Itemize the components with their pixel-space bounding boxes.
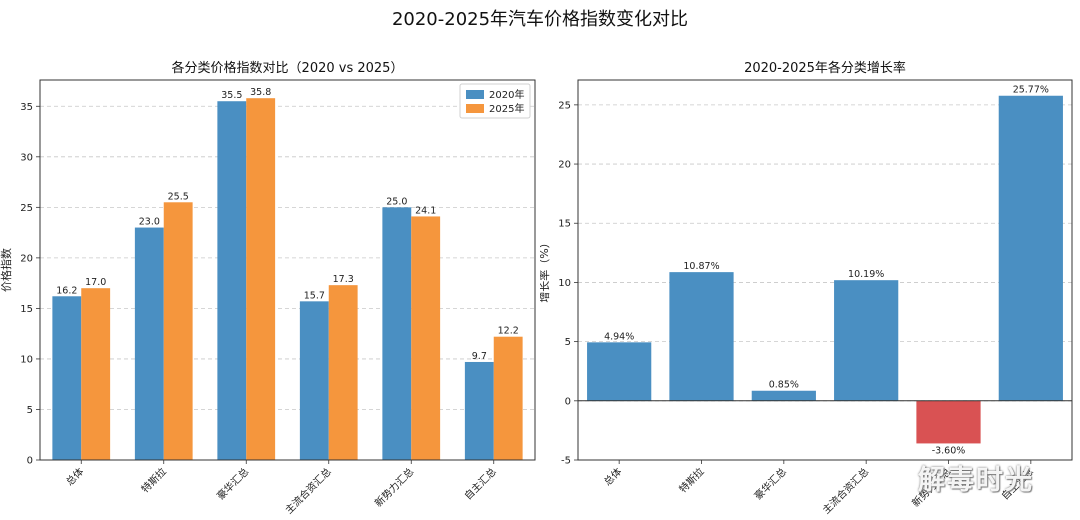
- bar-2025: [246, 98, 276, 460]
- left-ytick-label: 30: [20, 152, 33, 163]
- bar-2020: [217, 101, 247, 461]
- right-ytick-label: 5: [565, 337, 571, 348]
- left-ytick-label: 35: [20, 102, 33, 113]
- growth-bar: [669, 272, 734, 401]
- left-title: 各分类价格指数对比（2020 vs 2025）: [172, 60, 404, 76]
- bar-2025: [411, 216, 441, 460]
- left-xtick-label: 总体: [63, 465, 86, 488]
- bar-value-label: 35.8: [250, 87, 271, 98]
- right-xtick-label: 总体: [601, 465, 624, 488]
- left-xtick-label: 新势力汇总: [372, 465, 417, 510]
- right-title: 2020-2025年各分类增长率: [744, 60, 906, 76]
- growth-bar: [998, 95, 1063, 401]
- bar-value-label: 9.7: [472, 351, 487, 362]
- right-xtick-label: 豪华汇总: [751, 465, 788, 502]
- bar-2025: [163, 202, 193, 460]
- left-plot-frame: [39, 79, 536, 461]
- left-ytick-label: 0: [27, 456, 33, 467]
- bar-value-label: 17.0: [85, 277, 106, 288]
- left-xtick-label: 豪华汇总: [214, 465, 251, 502]
- left-xtick-label: 特斯拉: [138, 465, 168, 495]
- bar-2020: [299, 301, 329, 460]
- legend-label: 2020年: [489, 88, 524, 101]
- left-ytick-label: 15: [20, 304, 33, 315]
- bar-value-label: 25.5: [168, 191, 189, 202]
- bar-2025: [81, 288, 111, 460]
- right-ytick-label: -5: [561, 456, 571, 467]
- left-ytick-label: 25: [20, 203, 33, 214]
- legend-swatch: [466, 104, 484, 113]
- growth-bar: [751, 390, 816, 401]
- bar-value-label: 17.3: [333, 274, 354, 285]
- left-ytick-label: 20: [20, 253, 33, 264]
- growth-bar: [916, 400, 981, 444]
- growth-value-label: -3.60%: [932, 445, 966, 456]
- bar-value-label: 15.7: [304, 290, 325, 301]
- left-ylabel: 价格指数: [0, 248, 13, 292]
- bar-value-label: 25.0: [386, 196, 407, 207]
- growth-value-label: 10.87%: [683, 261, 719, 272]
- bar-value-label: 23.0: [139, 217, 160, 228]
- growth-value-label: 10.19%: [848, 269, 884, 280]
- bar-2020: [464, 361, 494, 460]
- watermark-text: 解毒时光: [918, 465, 1034, 496]
- right-ylabel: 增长率（%）: [540, 237, 551, 302]
- growth-bar: [834, 280, 899, 401]
- bar-2025: [328, 285, 358, 460]
- growth-value-label: 25.77%: [1013, 85, 1049, 96]
- bar-2020: [382, 207, 412, 460]
- legend-label: 2025年: [489, 102, 524, 115]
- bar-2020: [134, 227, 164, 460]
- bar-value-label: 16.2: [56, 285, 77, 296]
- right-ytick-label: 25: [558, 100, 571, 111]
- bar-value-label: 24.1: [415, 205, 436, 216]
- growth-rate-chart: 2020-2025年各分类增长率 -5 0 5 10 15 20 25 增长率（%） 4.94% 1…: [540, 60, 1073, 517]
- right-ytick-label: 10: [558, 278, 571, 289]
- price-index-chart: 各分类价格指数对比（2020 vs 2025） 0 5 10 15 20 25 30 35 价格指…: [0, 60, 536, 517]
- bar-value-label: 35.5: [221, 90, 242, 101]
- growth-bar: [587, 342, 652, 401]
- right-ytick-label: 20: [558, 160, 571, 171]
- left-xtick-label: 主流合资汇总: [282, 465, 334, 517]
- growth-value-label: 4.94%: [604, 331, 634, 342]
- bar-2025: [493, 336, 523, 460]
- growth-value-label: 0.85%: [769, 380, 799, 391]
- bar-value-label: 12.2: [498, 326, 519, 337]
- right-xtick-label: 特斯拉: [676, 465, 706, 495]
- left-ytick-label: 10: [20, 354, 33, 365]
- right-ytick-label: 15: [558, 219, 571, 230]
- right-plot-frame: [577, 79, 1073, 461]
- left-ytick-label: 5: [27, 405, 33, 416]
- bar-2020: [52, 296, 82, 460]
- figure-title: 2020-2025年汽车价格指数变化对比: [391, 9, 689, 30]
- right-xtick-label: 主流合资汇总: [820, 465, 872, 517]
- left-xtick-label: 自主汇总: [461, 465, 498, 502]
- legend-swatch: [466, 90, 484, 99]
- right-ytick-label: 0: [565, 396, 571, 407]
